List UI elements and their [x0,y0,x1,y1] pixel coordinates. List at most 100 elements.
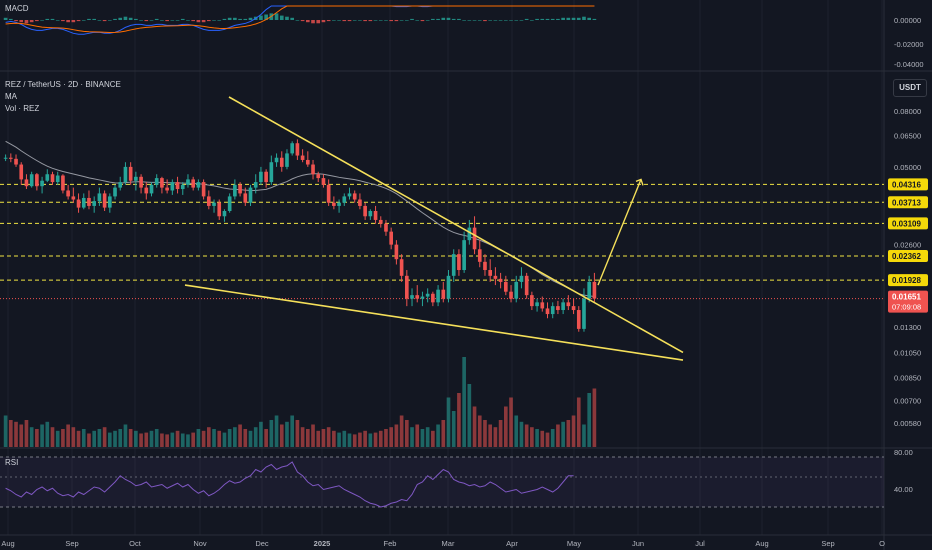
volume-bar [76,430,81,447]
volume-bar [425,427,430,447]
candle-body [462,240,466,271]
candle-body [170,182,175,191]
wedge-lower-trendline[interactable] [184,284,684,361]
candle-body [118,182,123,188]
candle-body [566,302,571,307]
macd-histogram-bar [113,18,117,20]
level-price-badge[interactable]: 0.03109 [888,217,928,230]
candle-body [550,306,555,315]
macd-histogram-bar [279,15,284,20]
candle [201,179,206,200]
level-price-badge[interactable]: 0.01928 [888,274,928,287]
macd-histogram-bar [55,20,60,21]
macd-histogram-bar [389,20,394,22]
candle [76,193,81,213]
candle-body [92,201,97,206]
macd-histogram-bar [274,13,279,20]
candle [295,139,300,160]
time-axis[interactable]: Aug Sep Oct Nov Dec 2025 Feb Mar Apr May Jun Jul Aug… [1,539,885,548]
candle [8,153,13,163]
candle [556,300,560,315]
candle-body [316,174,321,179]
macd-histogram-bar [326,20,331,22]
time-axis-label: Aug [1,539,14,548]
volume-bar [457,393,461,447]
volume-bar [259,421,263,447]
volume-bar [55,430,60,447]
currency-badge[interactable]: USDT [893,79,927,97]
level-badge-text: 0.03713 [892,198,921,207]
candle [300,149,305,163]
volume-bar [175,430,180,447]
candle [571,298,576,315]
macd-histogram-bar [378,20,383,21]
symbol-title[interactable]: REZ / TetherUS · 2D · BINANCE [5,80,121,89]
volume-bar [410,427,414,447]
macd-histogram-bar [180,18,185,20]
macd-histogram-bar [19,20,24,23]
rsi-line [5,461,574,508]
candle-body [253,182,258,188]
last-price-badge[interactable] [888,290,928,313]
macd-histogram-bar [441,17,446,20]
wedge-upper-trendline[interactable] [228,96,684,354]
macd-histogram-bar [582,16,586,20]
candle-body [399,259,404,276]
candle-body [389,231,394,245]
macd-histogram-bar [212,20,216,21]
macd-histogram-bar [514,20,519,21]
candle [305,151,310,167]
breakout-arrow-line[interactable] [597,179,642,286]
macd-histogram-bar [384,20,388,21]
candle-body [358,199,362,206]
candle [399,254,404,282]
level-price-badge[interactable]: 0.03713 [888,196,928,209]
volume-bar [14,421,18,447]
candle-body [212,202,216,206]
candle-body [191,179,196,188]
macd-histogram-bar [483,20,487,22]
volume-bar [352,434,357,447]
macd-histogram-bar [45,18,50,20]
macd-histogram-bar [394,20,399,22]
price-pane[interactable] [0,96,884,361]
candle [509,285,513,303]
candle-body [66,190,70,197]
level-badge-text: 0.01928 [892,276,921,285]
candle [540,296,545,312]
candle-body [305,159,310,165]
candle [61,174,65,194]
volume-bar [384,429,388,447]
candle-body [201,182,206,197]
volume-pane [3,357,597,447]
volume-indicator-label[interactable]: Vol · REZ [5,104,40,113]
candle-body [576,310,581,329]
candle [368,209,373,220]
level-price-badge[interactable]: 0.04316 [888,178,928,191]
candle [243,187,248,206]
candle [217,199,222,220]
volume-bar [592,388,597,447]
macd-histogram-bar [305,20,310,23]
candle [326,179,331,206]
candle-body [300,155,305,160]
macd-histogram-bar [545,18,550,20]
rsi-pane[interactable] [0,456,884,508]
volume-bar [514,415,519,447]
level-price-badge[interactable]: 0.02362 [888,250,928,263]
macd-pane[interactable] [3,5,597,35]
macd-histogram-bar [410,18,414,20]
macd-histogram-bar [321,20,326,23]
candle-body [352,193,357,200]
volume-bar [233,427,237,447]
rsi-axis-label: 80.00 [894,448,913,457]
candle [134,171,138,191]
macd-histogram-bar [462,20,466,21]
breakout-arrow-head-icon [635,178,644,186]
candle [222,209,227,222]
time-axis-label: Feb [384,539,397,548]
price-axis[interactable]: 0.00000 -0.02000 -0.04000 0.08000 0.06500 0.0… [888,16,928,494]
ma-indicator-label[interactable]: MA [5,92,17,101]
macd-title: MACD [5,4,29,13]
